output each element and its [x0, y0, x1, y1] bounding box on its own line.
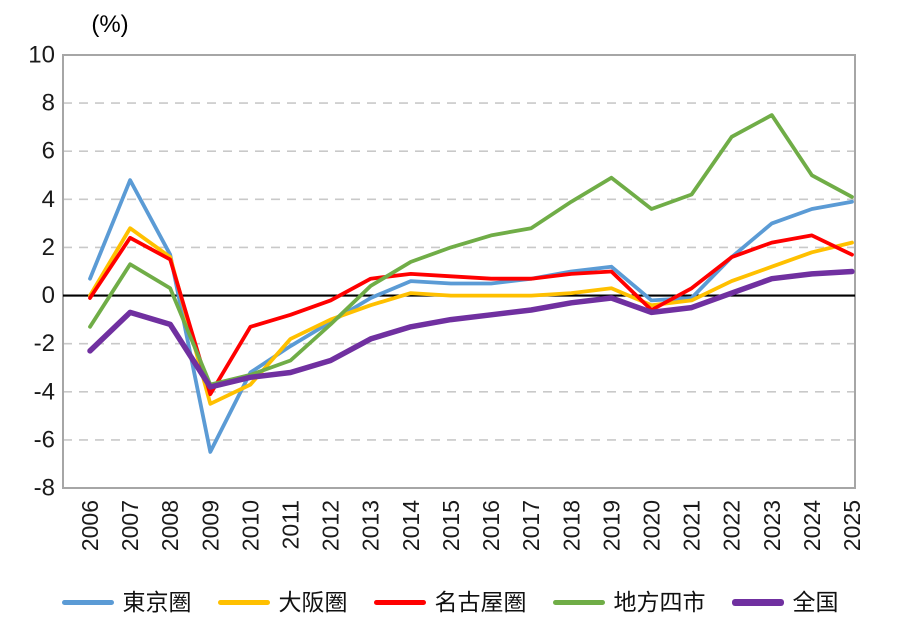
x-axis-label: 2020 — [639, 500, 665, 551]
x-axis-label: 2019 — [598, 500, 624, 551]
legend-swatch-nagoya-area — [373, 600, 426, 605]
x-axis-label: 2009 — [197, 500, 223, 551]
x-axis-label: 2016 — [478, 500, 504, 551]
x-axis-label: 2012 — [318, 500, 344, 551]
x-axis-label: 2018 — [558, 500, 584, 551]
x-axis-label: 2008 — [157, 500, 183, 551]
y-axis-label: 4 — [42, 186, 55, 213]
y-axis-label: 6 — [42, 138, 55, 165]
y-axis-label: -6 — [34, 426, 55, 453]
legend-item-tokyo-area: 東京圏 — [61, 589, 192, 615]
legend-item-nationwide: 全国 — [731, 589, 839, 615]
x-axis-label: 2025 — [839, 500, 865, 551]
x-axis-label: 2015 — [438, 500, 464, 551]
legend-item-nagoya-area: 名古屋圏 — [373, 589, 527, 615]
x-axis-label: 2021 — [679, 500, 705, 551]
x-axis-label: 2017 — [518, 500, 544, 551]
plot-area: 10 8 6 4 2 0 -2 -4 -6 -8 2006 2007 2008 2009 2010 2011 2… — [28, 11, 865, 551]
x-axis-label: 2011 — [278, 500, 304, 549]
y-axis-label: 0 — [42, 282, 55, 309]
y-axis-label: -2 — [34, 330, 55, 357]
legend-label-osaka-area: 大阪圏 — [278, 589, 348, 615]
legend-label-tokyo-area: 東京圏 — [122, 589, 192, 615]
legend-item-regional-four-cities: 地方四市 — [552, 589, 706, 615]
x-axis-label: 2022 — [719, 500, 745, 551]
legend-swatch-nationwide — [731, 599, 784, 606]
legend-label-regional-four-cities: 地方四市 — [613, 589, 706, 615]
legend: 東京圏 大阪圏 名古屋圏 地方四市 全国 — [0, 591, 900, 614]
y-axis-label: 10 — [28, 42, 55, 69]
y-axis-label: -4 — [34, 378, 55, 405]
legend-swatch-tokyo-area — [61, 600, 114, 605]
x-axis-label: 2014 — [398, 500, 424, 551]
x-axis-label: 2013 — [358, 500, 384, 551]
y-axis-label: 8 — [42, 90, 55, 117]
y-axis-label: -8 — [34, 475, 55, 502]
x-axis-label: 2023 — [759, 500, 785, 551]
legend-swatch-regional-four-cities — [552, 600, 605, 605]
series-line-nationwide — [87, 268, 855, 390]
y-axis-unit-label: (%) — [91, 11, 128, 38]
x-axis-label: 2006 — [77, 500, 103, 551]
legend-swatch-osaka-area — [217, 600, 270, 605]
legend-item-osaka-area: 大阪圏 — [217, 589, 348, 615]
series-line-osaka-area — [88, 226, 854, 406]
legend-label-nagoya-area: 名古屋圏 — [434, 589, 527, 615]
x-axis-label: 2010 — [237, 500, 263, 551]
x-axis-label: 2007 — [117, 500, 143, 551]
y-axis-label: 2 — [42, 234, 55, 261]
x-axis-label: 2024 — [799, 500, 825, 551]
plot-border — [62, 54, 856, 489]
legend-label-nationwide: 全国 — [792, 589, 839, 615]
